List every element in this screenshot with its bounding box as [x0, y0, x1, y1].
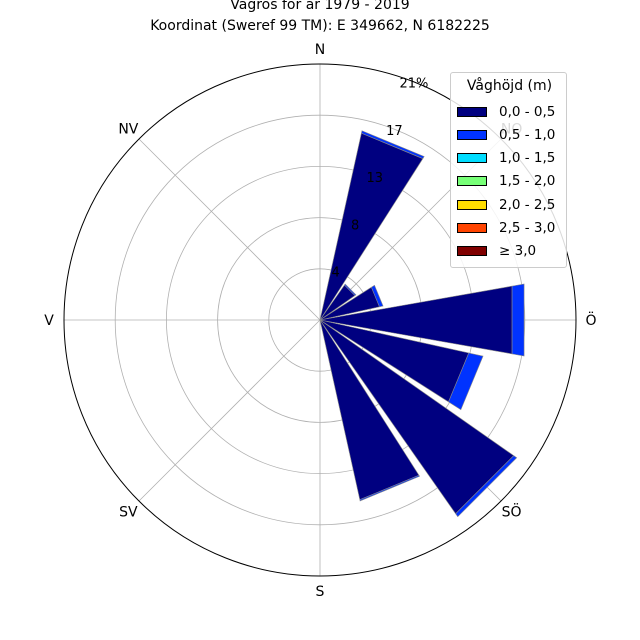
legend-swatch	[457, 107, 487, 117]
legend-label: 0,0 - 0,5	[499, 104, 556, 120]
direction-label: SÖ	[502, 503, 522, 521]
direction-label: NV	[118, 121, 138, 137]
legend-label: 2,5 - 3,0	[499, 220, 556, 236]
legend-title: Våghöjd (m)	[466, 78, 553, 94]
legend-item: 2,0 - 2,5	[457, 195, 555, 215]
legend-swatch	[457, 176, 487, 186]
direction-label: SV	[119, 505, 138, 521]
legend-swatch	[457, 130, 487, 140]
chart-subtitle: Koordinat (Sweref 99 TM): E 349662, N 61…	[150, 18, 490, 34]
legend-label: 0,5 - 1,0	[499, 127, 556, 143]
legend-item: 1,0 - 1,5	[457, 148, 555, 168]
rose-bar	[371, 284, 384, 308]
legend-swatch	[457, 223, 487, 233]
legend-item: 0,0 - 0,5	[457, 102, 555, 122]
direction-label: N	[315, 42, 325, 58]
rose-bar	[361, 130, 425, 159]
rose-bar	[455, 455, 518, 518]
radial-tick-label: 4	[331, 266, 339, 281]
grid-spoke	[138, 319, 321, 502]
legend-item: ≥ 3,0	[457, 241, 536, 261]
radial-tick-label: 13	[367, 171, 384, 186]
legend-swatch	[457, 153, 487, 163]
rose-bar	[344, 283, 357, 296]
radial-tick-label: 8	[351, 218, 359, 233]
legend-swatch	[457, 200, 487, 210]
radial-tick-label: 17	[386, 124, 403, 139]
legend-label: 2,0 - 2,5	[499, 197, 556, 213]
rose-bar	[448, 352, 484, 411]
chart-title: Vågros för år 1979 - 2019	[230, 0, 410, 13]
legend-label: 1,0 - 1,5	[499, 150, 556, 166]
direction-label: Ö	[585, 311, 596, 329]
direction-label: V	[44, 313, 54, 329]
rose-bars	[319, 130, 525, 518]
radial-tick-label: 21%	[400, 76, 429, 91]
rose-bar	[511, 283, 525, 357]
direction-label: S	[316, 584, 325, 600]
legend-label: ≥ 3,0	[499, 243, 537, 259]
grid-spoke	[138, 138, 321, 321]
legend-item: 0,5 - 1,0	[457, 125, 555, 145]
rose-bar	[359, 474, 421, 502]
legend-label: 1,5 - 2,0	[499, 173, 556, 189]
legend-item: 2,5 - 3,0	[457, 218, 555, 238]
grid-ring	[114, 114, 526, 526]
legend: Våghöjd (m) 0,0 - 0,5 0,5 - 1,0 1,0 - 1,…	[450, 72, 567, 268]
legend-swatch	[457, 246, 487, 256]
outer-ring	[63, 63, 577, 577]
legend-item: 1,5 - 2,0	[457, 171, 555, 191]
